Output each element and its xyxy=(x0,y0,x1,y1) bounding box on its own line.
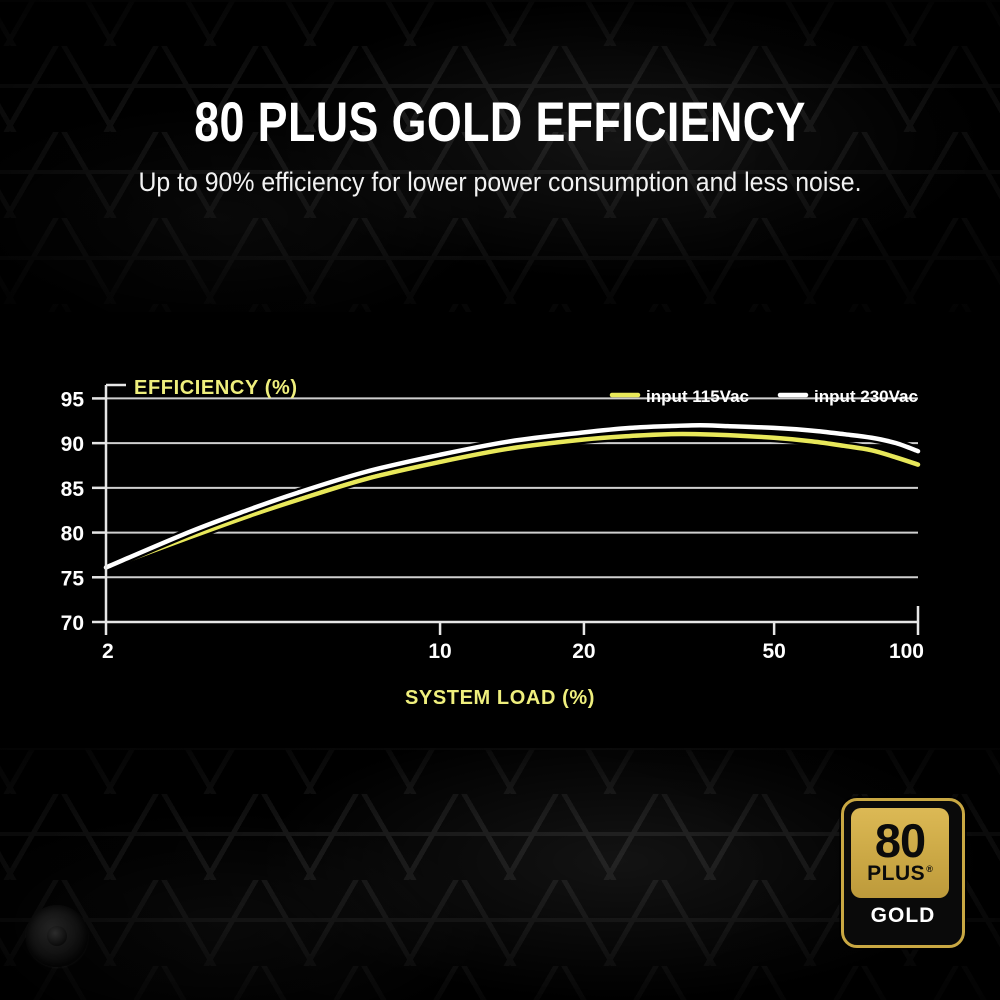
y-axis-title: EFFICIENCY (%) xyxy=(134,377,298,399)
legend-item: input 115Vac xyxy=(609,387,749,406)
texture-vignette xyxy=(0,748,1000,1000)
series-line-input-230vac xyxy=(103,423,921,570)
registered-trademark-icon: ® xyxy=(926,864,933,874)
chart-series-lines xyxy=(101,420,923,573)
80-plus-gold-badge: 80 PLUS ® GOLD xyxy=(841,798,965,948)
x-tick-label: 10 xyxy=(428,640,451,663)
chart-axes xyxy=(104,383,920,624)
y-tick-label: 70 xyxy=(61,612,84,635)
chassis-screw xyxy=(26,905,88,967)
x-axis-title: SYSTEM LOAD (%) xyxy=(405,687,595,709)
efficiency-line-chart: 70 75 80 85 90 95 2 10 20 50 100 EFFICIENCY (%) S… xyxy=(61,377,924,709)
x-tick-label: 20 xyxy=(572,640,595,663)
x-axis-ticks: 2 10 20 50 100 xyxy=(102,622,924,663)
legend-item: input 230Vac xyxy=(777,387,918,406)
badge-number: 80 xyxy=(874,814,926,867)
x-tick-label: 2 xyxy=(102,640,114,663)
headline-block: 80 PLUS GOLD EFFICIENCY Up to 90% effici… xyxy=(0,92,1000,198)
psu-grille-texture-top xyxy=(0,0,1000,312)
psu-grille-texture-bottom xyxy=(0,748,1000,1000)
badge-gold-plate: 80 PLUS ® xyxy=(851,808,949,898)
page-title: 80 PLUS GOLD EFFICIENCY xyxy=(194,90,806,153)
y-tick-label: 80 xyxy=(61,523,84,546)
badge-tier-label: GOLD xyxy=(870,904,936,927)
efficiency-chart-panel: 70 75 80 85 90 95 2 10 20 50 100 EFFICIENCY (%) S… xyxy=(0,312,1000,748)
badge-plus-row: PLUS ® xyxy=(867,863,933,885)
y-tick-label: 95 xyxy=(61,388,85,411)
texture-vignette xyxy=(0,0,1000,312)
legend-label: input 230Vac xyxy=(814,387,918,406)
y-tick-label: 85 xyxy=(61,478,85,501)
x-tick-label: 50 xyxy=(762,640,785,663)
legend-label: input 115Vac xyxy=(646,387,749,406)
page-subtitle: Up to 90% efficiency for lower power con… xyxy=(138,167,862,197)
series-line-halo xyxy=(101,429,923,573)
y-tick-label: 90 xyxy=(61,433,84,456)
chart-legend: input 115Vac input 230Vac xyxy=(609,387,918,406)
x-tick-label: 100 xyxy=(889,640,924,663)
badge-plus-label: PLUS xyxy=(867,862,926,885)
y-axis-ticks: 70 75 80 85 90 95 xyxy=(61,388,106,635)
y-tick-label: 75 xyxy=(61,567,85,590)
series-line-input-115vac xyxy=(103,431,921,571)
